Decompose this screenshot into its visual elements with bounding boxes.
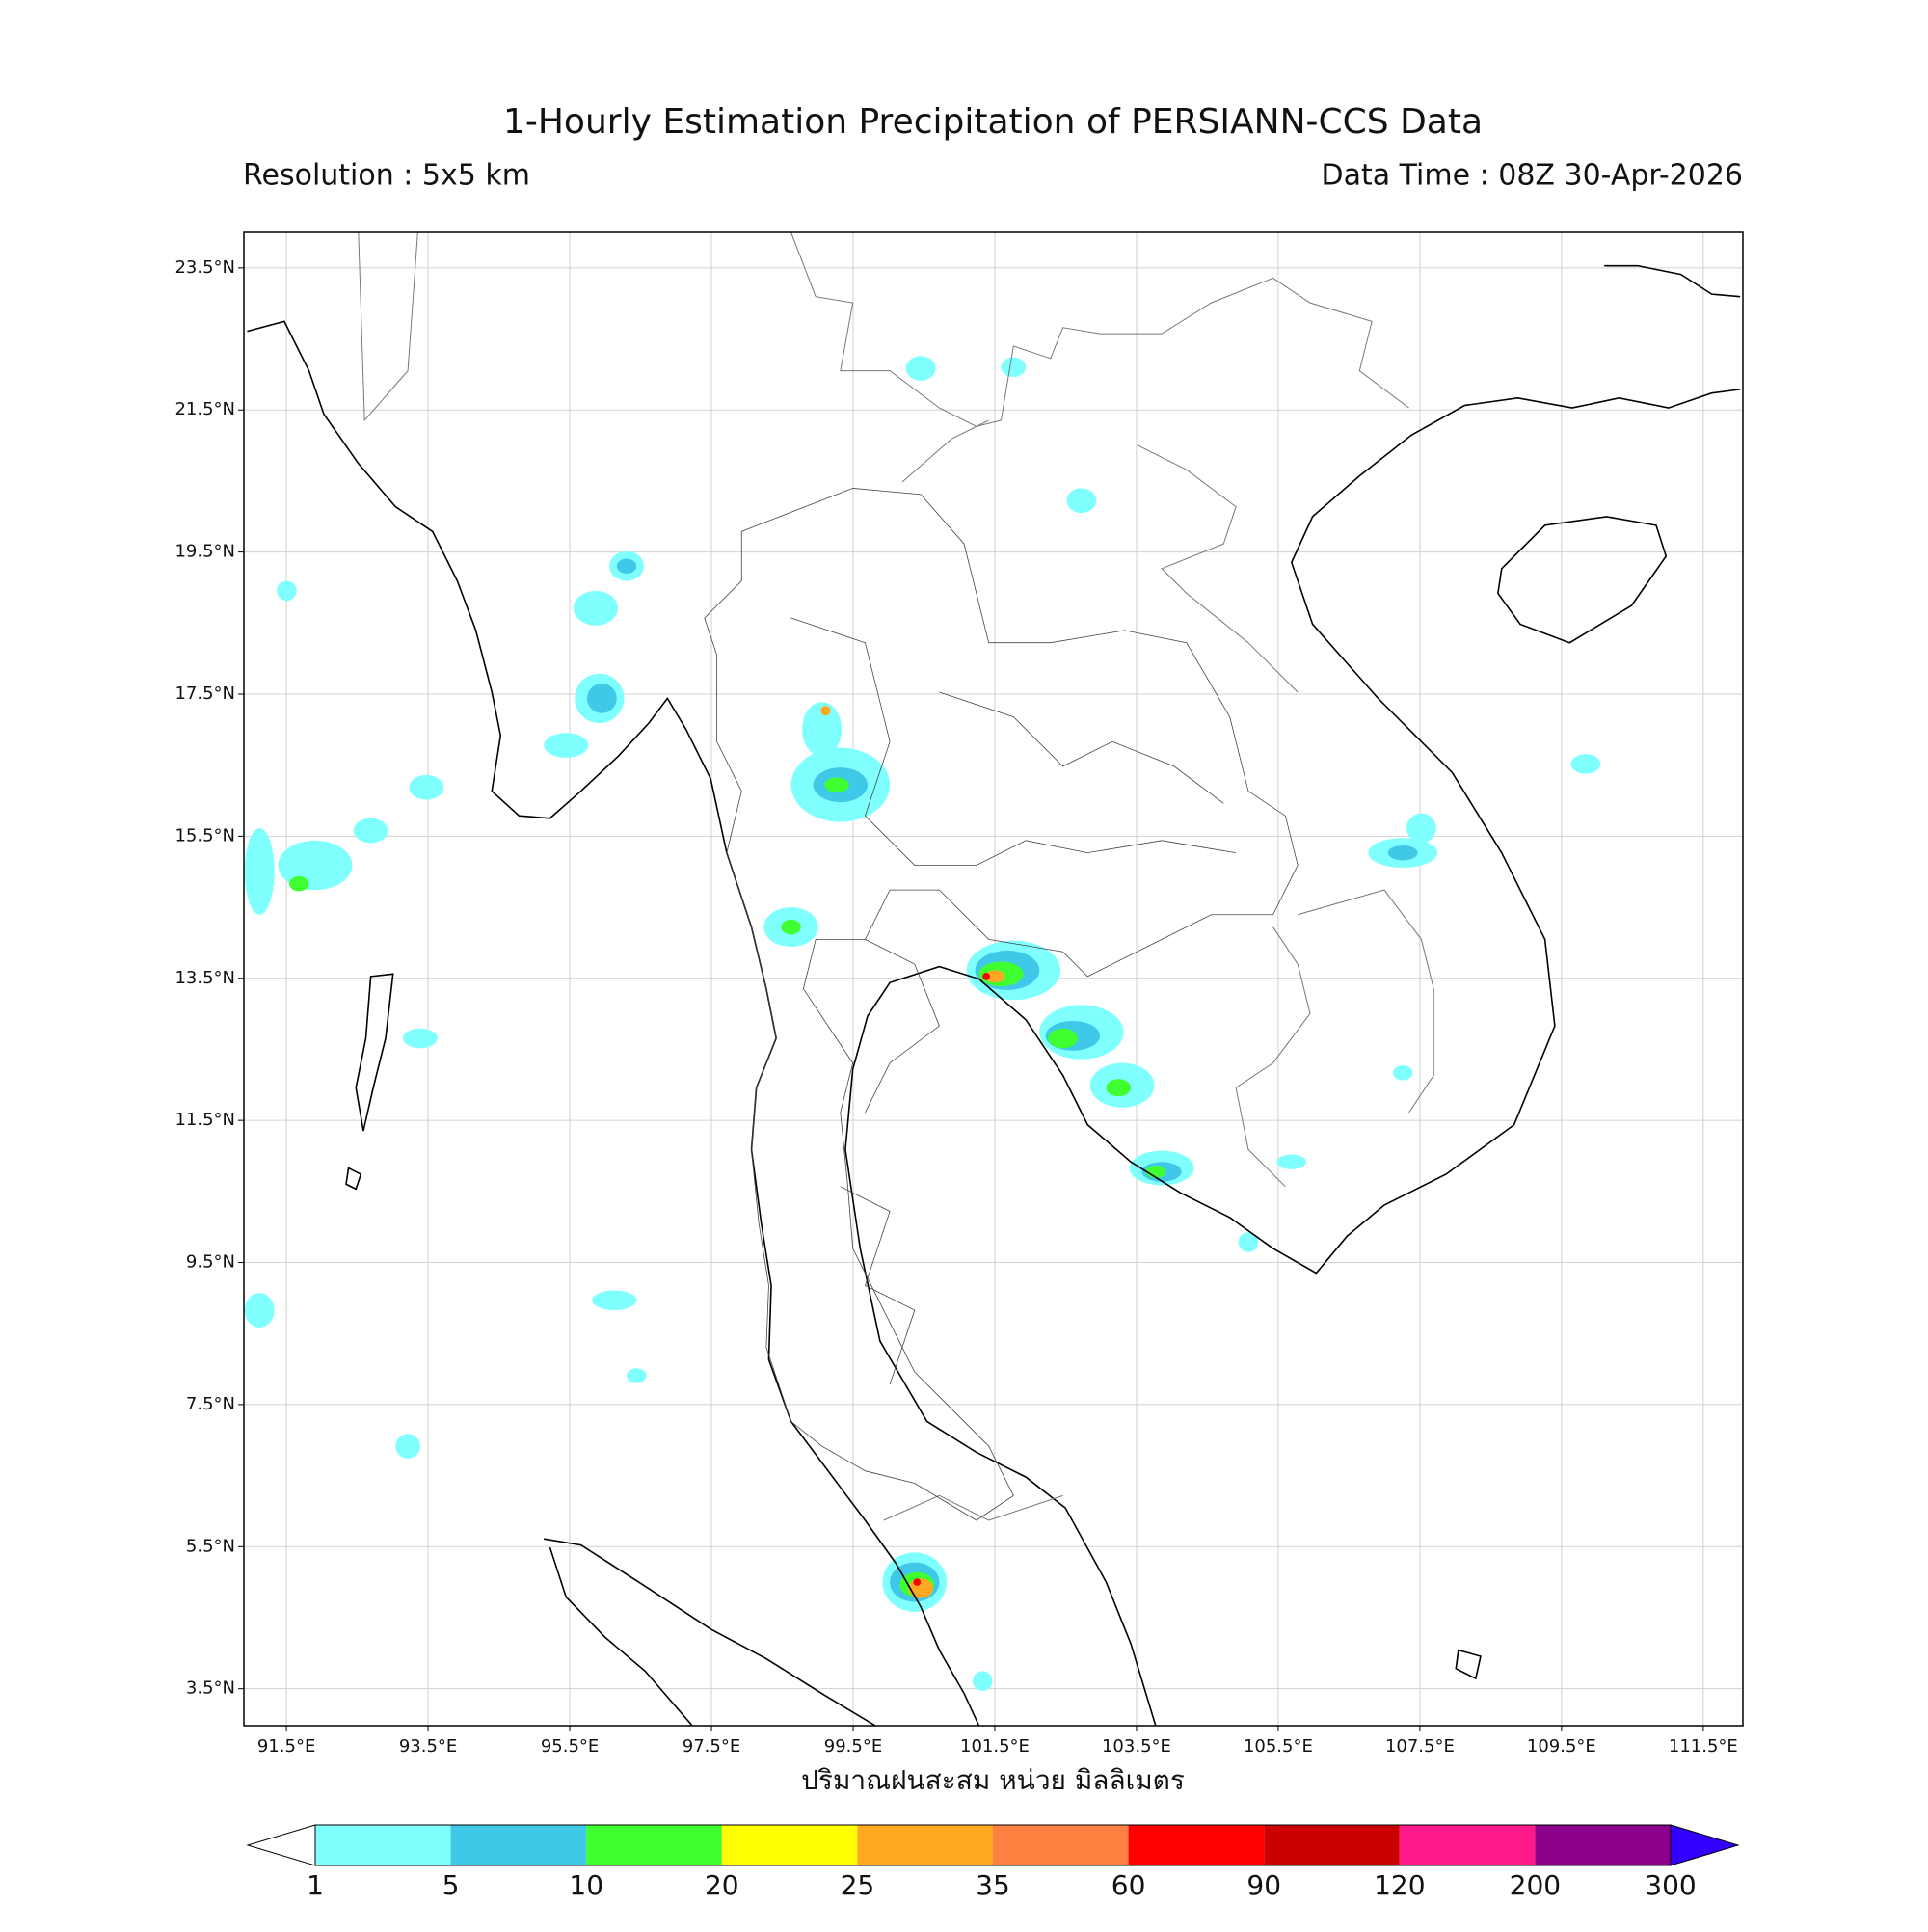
colorbar-segment [1535, 1825, 1671, 1865]
y-tick-label: 7.5°N [186, 1394, 235, 1414]
colorbar-label: 60 [1111, 1869, 1146, 1901]
x-tick-label: 93.5°E [399, 1736, 457, 1757]
y-tick-label: 19.5°N [174, 542, 235, 562]
x-tick-label: 95.5°E [541, 1736, 599, 1757]
colorbar-under [246, 1824, 316, 1866]
x-tick-label: 107.5°E [1385, 1736, 1455, 1757]
y-tick-label: 15.5°N [174, 825, 235, 845]
map-layer [244, 232, 1740, 1726]
x-axis-label: ปริมาณฝนสะสม หน่วย มิลลิเมตร [801, 1764, 1185, 1796]
colorbar-segment [721, 1825, 858, 1865]
colorbar-label: 1 [307, 1869, 324, 1901]
colorbar-segment [450, 1825, 587, 1865]
colorbar-segment [315, 1825, 451, 1865]
x-tick-label: 111.5°E [1669, 1736, 1738, 1757]
y-tick-label: 11.5°N [174, 1110, 235, 1130]
y-tick-label: 21.5°N [174, 399, 235, 419]
borders [359, 232, 1433, 1520]
y-tick-label: 17.5°N [174, 684, 235, 704]
x-tick-label: 109.5°E [1527, 1736, 1596, 1757]
colorbar-label: 120 [1374, 1869, 1425, 1901]
y-tick-label: 5.5°N [186, 1536, 235, 1556]
map-frame [243, 231, 1744, 1727]
colorbar-label: 200 [1510, 1869, 1561, 1901]
y-tick-label: 13.5°N [174, 968, 235, 988]
colorbar-label: 25 [841, 1869, 875, 1901]
data-time: Data Time : 08Z 30-Apr-2026 [1321, 159, 1743, 193]
y-tick-label: 23.5°N [174, 257, 235, 278]
colorbar-label: 20 [705, 1869, 739, 1901]
y-tick-label: 3.5°N [186, 1678, 235, 1699]
colorbar-segment [1264, 1825, 1400, 1865]
x-tick-label: 101.5°E [960, 1736, 1030, 1757]
x-tick-label: 105.5°E [1244, 1736, 1313, 1757]
colorbar-frame [314, 1824, 1672, 1866]
colorbar-segment [993, 1825, 1129, 1865]
rain-field [244, 356, 1601, 1691]
colorbar-label: 300 [1645, 1869, 1696, 1901]
colorbar-label: 90 [1246, 1869, 1281, 1901]
x-tick-label: 99.5°E [824, 1736, 882, 1757]
coastlines [247, 266, 1740, 1726]
resolution: Resolution : 5x5 km [243, 159, 530, 193]
colorbar-segment [1399, 1825, 1536, 1865]
colorbar-segment [1128, 1825, 1265, 1865]
title: 1-Hourly Estimation Precipitation of PER… [503, 102, 1483, 142]
colorbar-label: 35 [976, 1869, 1010, 1901]
colorbar-segment [857, 1825, 993, 1865]
x-tick-label: 97.5°E [683, 1736, 740, 1757]
colorbar-segment [586, 1825, 722, 1865]
graticule [244, 232, 1743, 1726]
colorbar-label: 5 [442, 1869, 460, 1901]
y-tick-label: 9.5°N [186, 1252, 235, 1273]
colorbar-label: 10 [569, 1869, 603, 1901]
axis-ticks: 91.5°E 93.5°E 95.5°E 97.5°E 99.5°E 101.5°E 103… [174, 257, 1737, 1757]
x-tick-label: 103.5°E [1102, 1736, 1171, 1757]
colorbar-over [1670, 1824, 1740, 1866]
colorbar: 1 5 10 20 25 35 60 90 120 200 300 [246, 1824, 1740, 1901]
x-tick-label: 91.5°E [257, 1736, 315, 1757]
